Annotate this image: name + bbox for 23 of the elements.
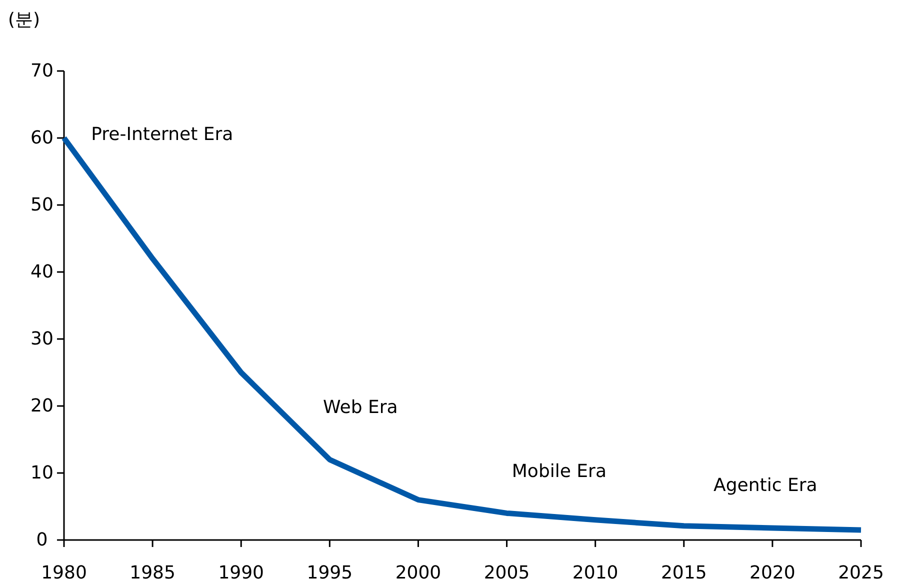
xtick: 1990 [218,562,264,584]
ytick: 0 [36,530,48,550]
xtick: 2015 [660,562,707,584]
ytick: 20 [30,396,54,416]
ytick: 30 [30,328,54,350]
ytick: 70 [30,60,54,82]
ytick: 60 [30,128,54,148]
annotation: Mobile Era [512,461,606,482]
xtick: 2000 [395,562,442,584]
annotation: Web Era [323,397,398,418]
xtick: 2020 [750,562,796,584]
ytick: 40 [30,262,54,282]
xtick: 1995 [306,562,353,584]
xtick: 2025 [838,562,884,584]
ylabel: (분) [8,10,40,30]
annotation: Agentic Era [714,475,818,496]
ytick: 50 [30,194,54,216]
ytick: 10 [30,462,54,484]
xtick: 2010 [572,562,618,584]
xtick: 1985 [130,562,176,584]
annotation: Pre-Internet Era [91,124,234,145]
xtick: 2005 [484,562,530,584]
xtick: 1980 [41,562,87,584]
